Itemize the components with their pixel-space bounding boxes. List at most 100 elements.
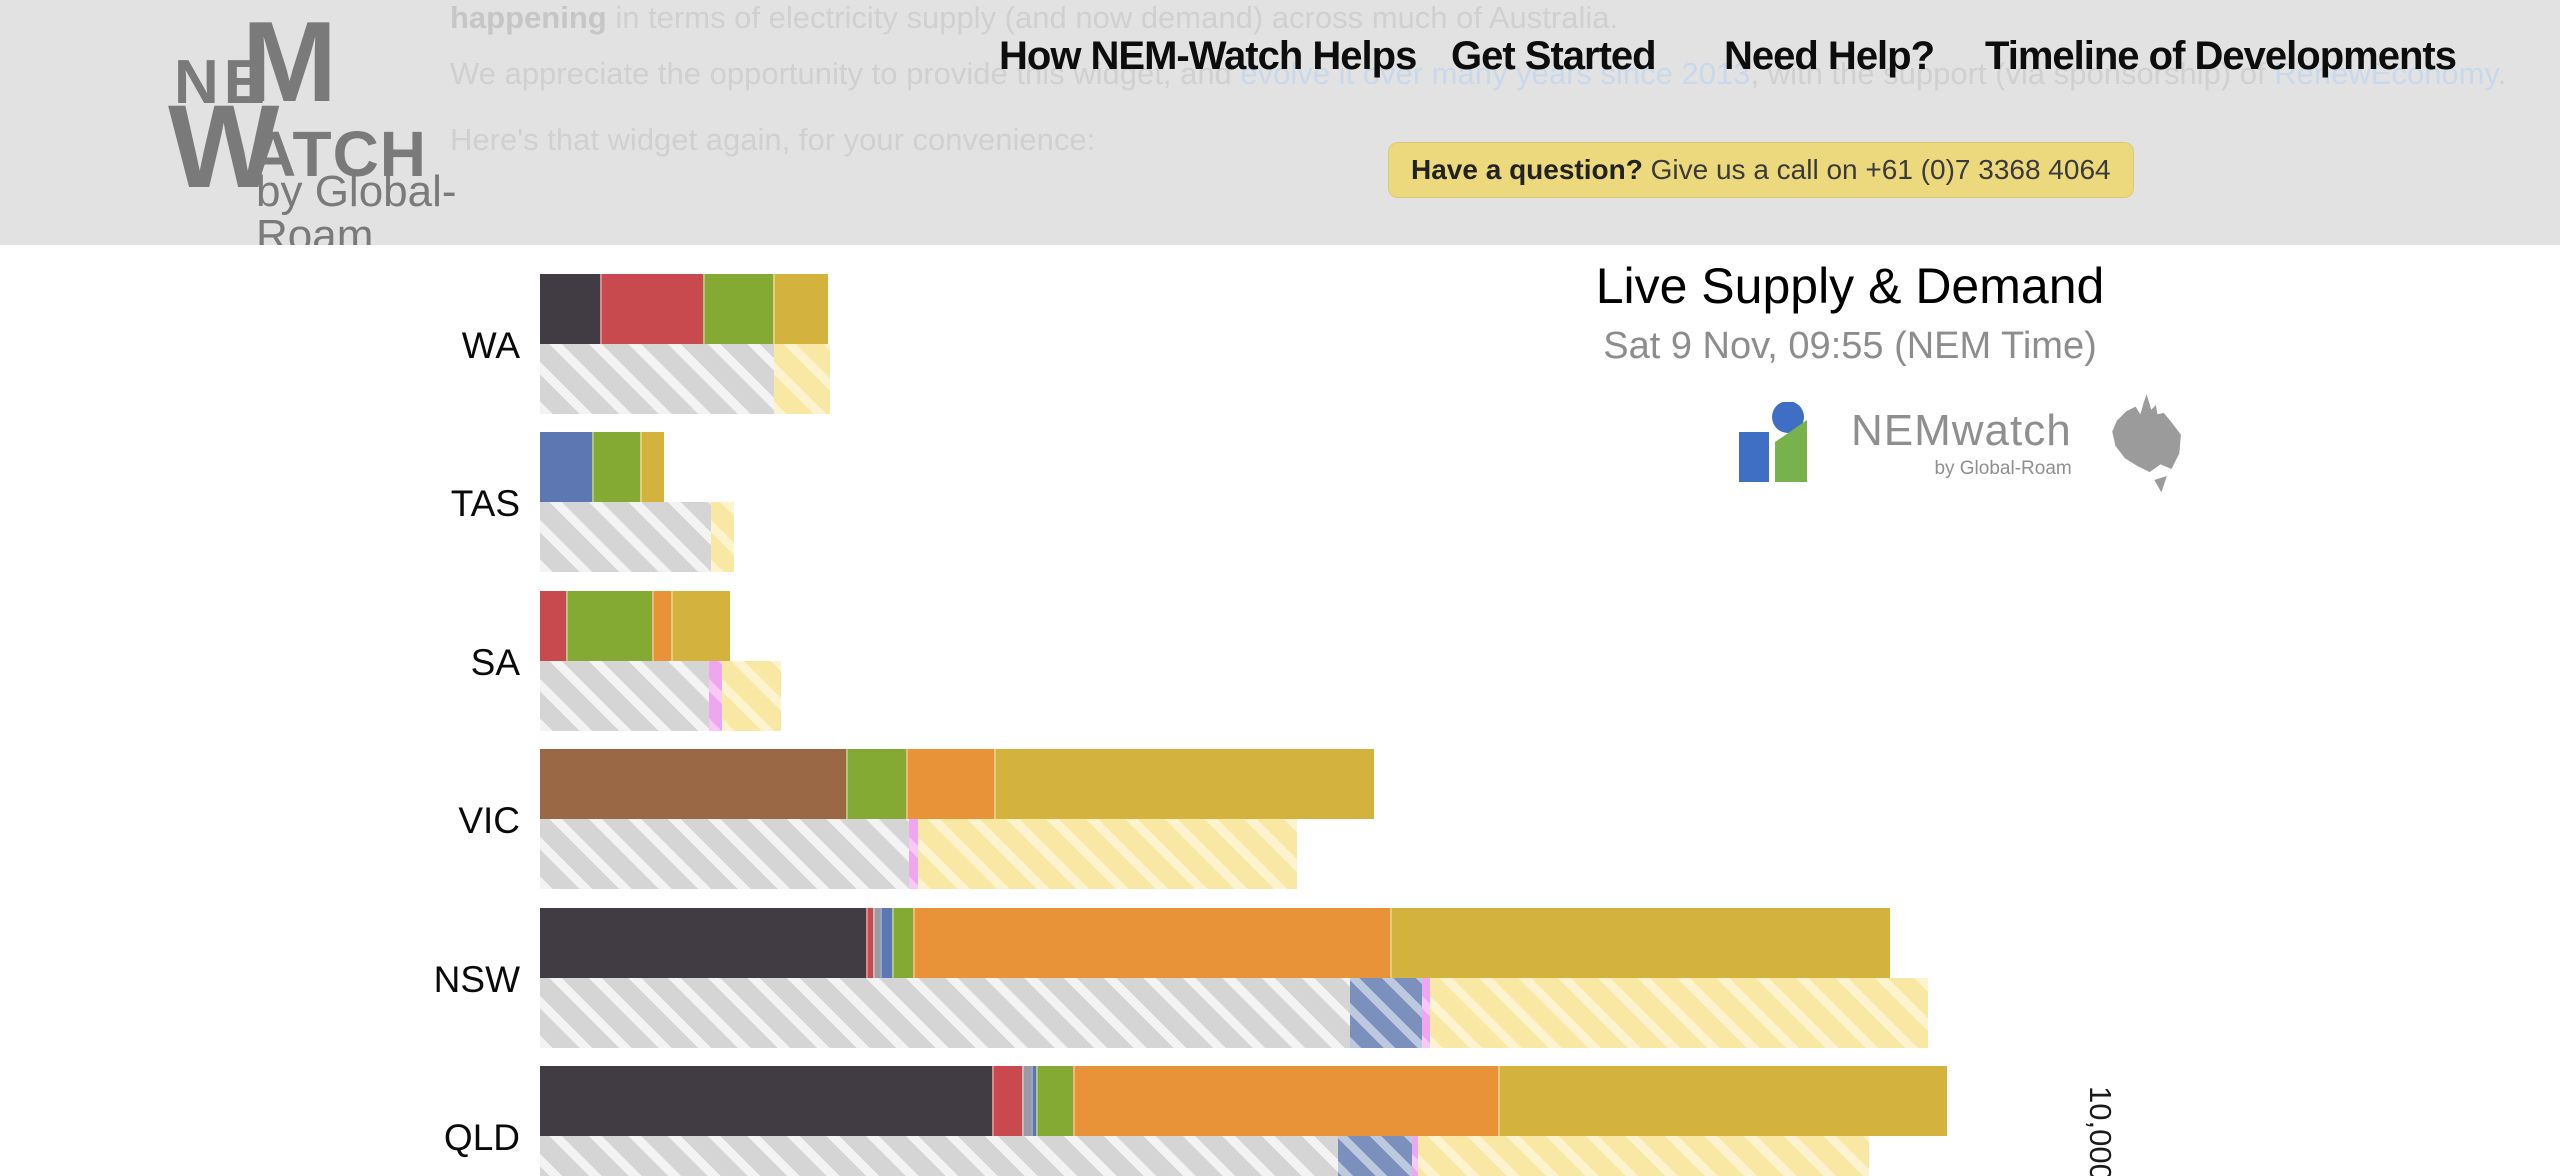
state-label-sa: SA — [470, 641, 520, 683]
state-label-qld: QLD — [443, 1117, 520, 1158]
supply-segment-vic-green — [846, 749, 906, 820]
logo-text-atch: ATCH — [250, 118, 427, 190]
nav-item-need-help[interactable]: Need Help? — [1724, 34, 1935, 78]
background-segment-qld-hatch_yellow — [1418, 1136, 1869, 1176]
logo-text-m: M — [242, 0, 337, 126]
nav-item-get-started[interactable]: Get Started — [1451, 34, 1657, 78]
background-segment-tas-hatch_gray — [540, 502, 711, 573]
supply-segment-wa-gold — [773, 274, 828, 344]
logo-byline: by Global-Roam — [256, 167, 457, 246]
supply-segment-qld-gold — [1498, 1066, 1947, 1136]
supply-segment-wa-dark — [540, 274, 600, 344]
background-segment-nsw-hatch_yellow — [1430, 977, 1928, 1048]
nemwatch-brand-text: NEMwatch by Global-Roam — [1851, 406, 2072, 480]
background-paragraph-3: Here's that widget again, for your conve… — [450, 122, 1096, 157]
nav-item-how-nem-watch-helps[interactable]: How NEM-Watch Helps — [999, 34, 1417, 78]
supply-segment-nsw-gray — [873, 907, 880, 978]
state-label-tas: TAS — [450, 483, 520, 525]
supply-segment-qld-green — [1036, 1066, 1073, 1136]
australia-map-icon — [2111, 394, 2181, 493]
background-bar-tas — [540, 502, 734, 573]
supply-segment-wa-green — [703, 274, 773, 344]
supply-segment-nsw-green — [892, 907, 913, 978]
supply-segment-tas-blue — [540, 432, 592, 503]
background-bar-vic — [540, 819, 1297, 890]
background-segment-sa-hatch_gray — [540, 660, 709, 731]
background-segment-tas-hatch_yellow — [711, 502, 734, 573]
supply-segment-wa-red — [600, 274, 703, 344]
supply-bar-sa — [540, 590, 730, 661]
background-bar-sa — [540, 660, 781, 731]
background-bar-qld — [540, 1136, 1869, 1176]
background-segment-wa-hatch_yellow — [774, 344, 830, 414]
logo-text-w: W — [168, 81, 280, 213]
background-segment-vic-pink — [909, 819, 918, 890]
nemwatch-brand-byline: by Global-Roam — [1934, 457, 2072, 479]
state-label-wa: WA — [461, 325, 520, 366]
background-segment-nsw-hatch_gray — [540, 977, 1350, 1048]
background-segment-sa-pink — [709, 660, 722, 731]
supply-segment-vic-gold — [994, 749, 1374, 820]
phone-contact-badge[interactable]: Have a question? Give us a call on +61 (… — [1388, 142, 2134, 198]
x-axis-tick-label-10000mw: 10,000 MW — [2083, 1086, 2118, 1176]
nemwatch-brand-block: NEMwatch by Global-Roam — [1735, 390, 2184, 495]
background-paragraph-1-bold: happening — [450, 0, 607, 35]
phone-contact-badge-bold: Have a question? — [1411, 154, 1643, 185]
background-segment-qld-hatch_gray — [540, 1136, 1338, 1176]
supply-bar-nsw — [540, 907, 1890, 978]
chart-title: Live Supply & Demand — [1595, 258, 2105, 314]
logo-text-ne: NE — [174, 48, 271, 117]
chart-title-block: Live Supply & Demand Sat 9 Nov, 09:55 (N… — [1580, 257, 2120, 368]
state-label-nsw: NSW — [433, 958, 520, 1000]
supply-segment-nsw-orange — [913, 907, 1390, 978]
background-segment-qld-pink — [1412, 1136, 1418, 1176]
supply-segment-sa-red — [540, 590, 566, 661]
nav-item-timeline-of-developments[interactable]: Timeline of Developments — [1985, 34, 2457, 78]
background-segment-nsw-pink — [1422, 977, 1430, 1048]
background-segment-nsw-hatch_blue — [1350, 977, 1422, 1048]
background-paragraph-2: We appreciate the opportunity to provide… — [450, 56, 2506, 92]
nemwatch-brand-name: NEMwatch — [1851, 405, 2072, 455]
background-link-reneweconomy: RenewEconomy — [2274, 56, 2498, 91]
supply-segment-tas-green — [592, 432, 640, 503]
supply-segment-nsw-dark — [540, 907, 866, 978]
background-paragraph-1-rest: in terms of electricity supply (and now … — [606, 0, 1619, 35]
nemwatch-chart-icon — [1739, 401, 1807, 482]
background-segment-vic-hatch_gray — [540, 819, 909, 890]
supply-segment-nsw-red — [866, 907, 873, 978]
background-bar-wa — [540, 344, 830, 414]
background-segment-vic-hatch_yellow — [918, 819, 1297, 890]
background-paragraph-2-text: We appreciate the opportunity to provide… — [450, 56, 1241, 91]
supply-segment-vic-brown — [540, 749, 846, 820]
phone-contact-badge-text: Give us a call on +61 (0)7 3368 4064 — [1642, 154, 2111, 185]
supply-bar-qld — [540, 1066, 1947, 1136]
chart-timestamp: Sat 9 Nov, 09:55 (NEM Time) — [1603, 325, 2097, 367]
supply-segment-nsw-blue — [880, 907, 892, 978]
site-header: happening in terms of electricity supply… — [0, 0, 2560, 245]
background-paragraph-1: happening in terms of electricity supply… — [450, 0, 1618, 36]
supply-segment-sa-green — [566, 590, 652, 661]
live-supply-demand-widget: WA TAS SA VIC NSW QLD Live Supply & Demand Sa… — [0, 245, 2560, 1176]
background-segment-sa-hatch_yellow — [722, 660, 781, 731]
background-paragraph-2-text3: . — [2497, 56, 2507, 91]
background-segment-qld-hatch_blue — [1338, 1136, 1412, 1176]
supply-bar-wa — [540, 274, 828, 344]
supply-bar-tas — [540, 432, 664, 503]
supply-segment-sa-gold — [671, 590, 730, 661]
background-bar-nsw — [540, 977, 1928, 1048]
supply-segment-tas-gold — [640, 432, 664, 503]
background-segment-wa-hatch_gray — [540, 344, 774, 414]
supply-bar-vic — [540, 749, 1374, 820]
supply-segment-qld-red — [992, 1066, 1022, 1136]
supply-segment-qld-orange — [1073, 1066, 1498, 1136]
supply-segment-qld-gray — [1022, 1066, 1031, 1136]
background-paragraph-2-text2: , with the support (via sponsorship) of — [1750, 56, 2275, 91]
supply-segment-sa-orange — [652, 590, 671, 661]
supply-segment-qld-blue — [1031, 1066, 1036, 1136]
background-link-evolve: evolve it over many years since 2013 — [1240, 56, 1751, 91]
supply-segment-nsw-gold — [1390, 907, 1890, 978]
state-label-vic: VIC — [458, 800, 520, 842]
supply-segment-vic-orange — [906, 749, 994, 820]
nemwatch-header-logo[interactable]: NE M W ATCH by Global-Roam — [168, 6, 528, 246]
